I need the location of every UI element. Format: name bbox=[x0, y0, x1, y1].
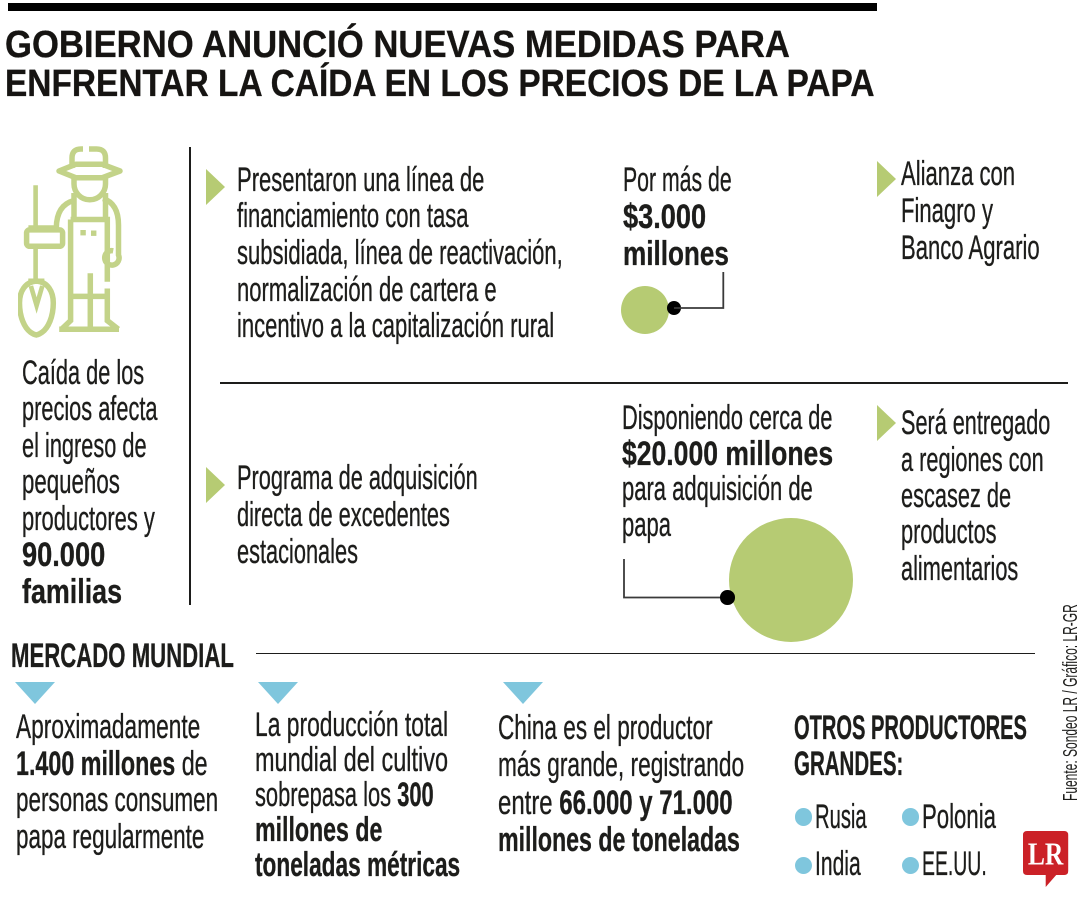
svg-text:LR: LR bbox=[1028, 836, 1064, 872]
